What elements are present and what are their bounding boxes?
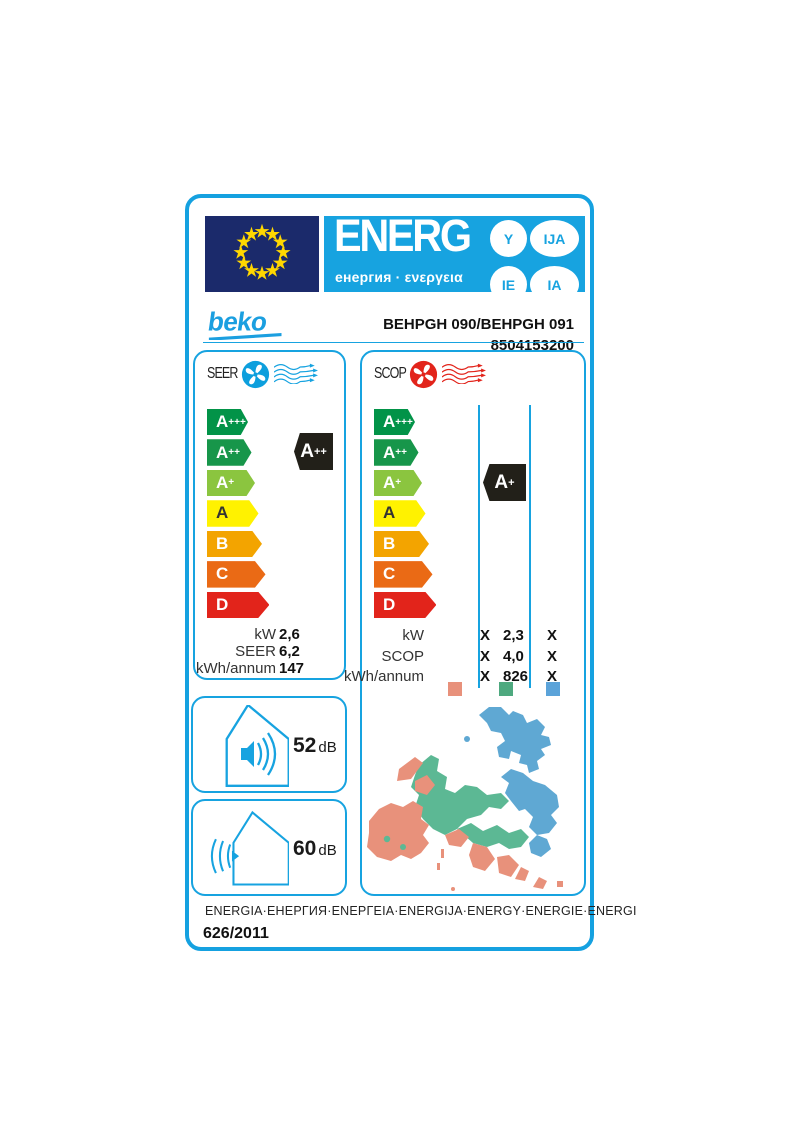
svg-text:beko: beko bbox=[206, 307, 269, 337]
